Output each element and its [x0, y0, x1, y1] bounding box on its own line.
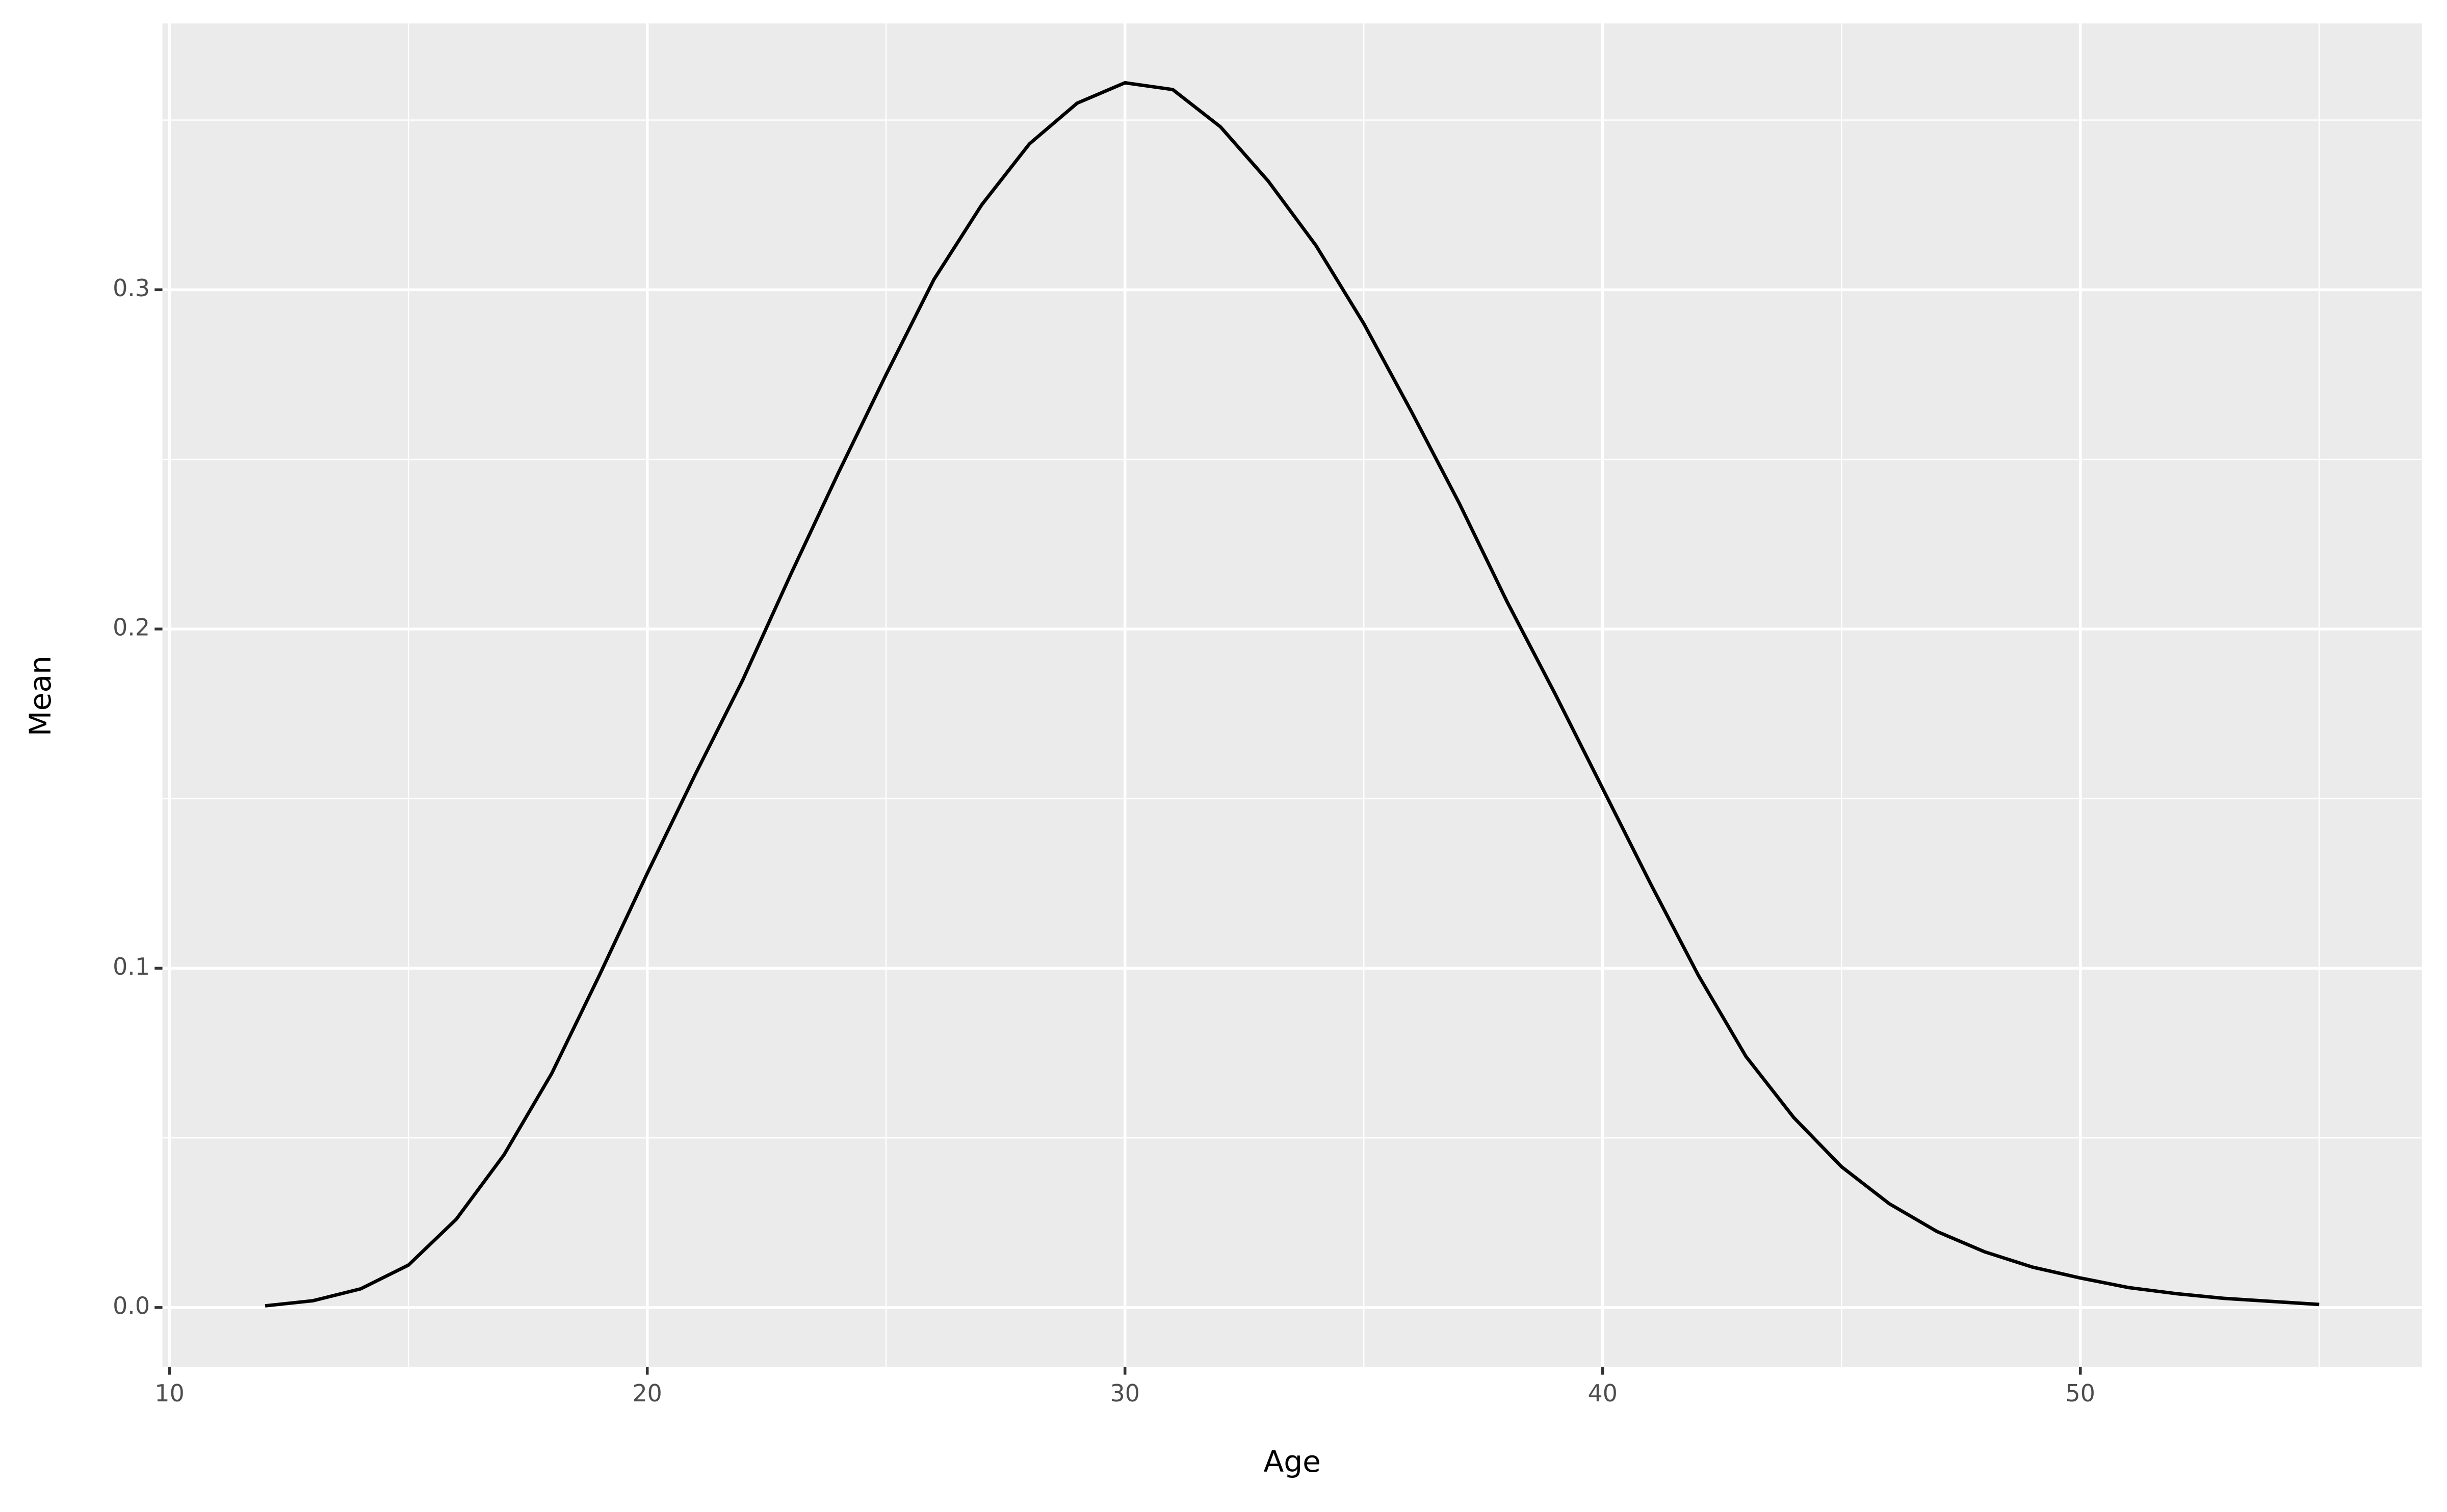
line — [265, 81, 2320, 1308]
y-tick-label: 0.1 — [113, 953, 150, 980]
plot-background — [162, 23, 2422, 1367]
x-axis-title: Age — [1263, 1444, 1320, 1479]
x-tick-label: 30 — [1110, 1379, 1140, 1407]
y-tick-label: 0.3 — [113, 274, 150, 302]
y-tick-label: 0.2 — [113, 613, 150, 641]
y-tick-label: 0.0 — [113, 1292, 150, 1319]
x-tick-label: 20 — [632, 1379, 662, 1407]
x-tick-label: 40 — [1588, 1379, 1618, 1407]
y-axis-title: Mean — [23, 656, 58, 736]
x-tick-label: 10 — [154, 1379, 184, 1407]
x-tick-label: 50 — [2066, 1379, 2095, 1407]
